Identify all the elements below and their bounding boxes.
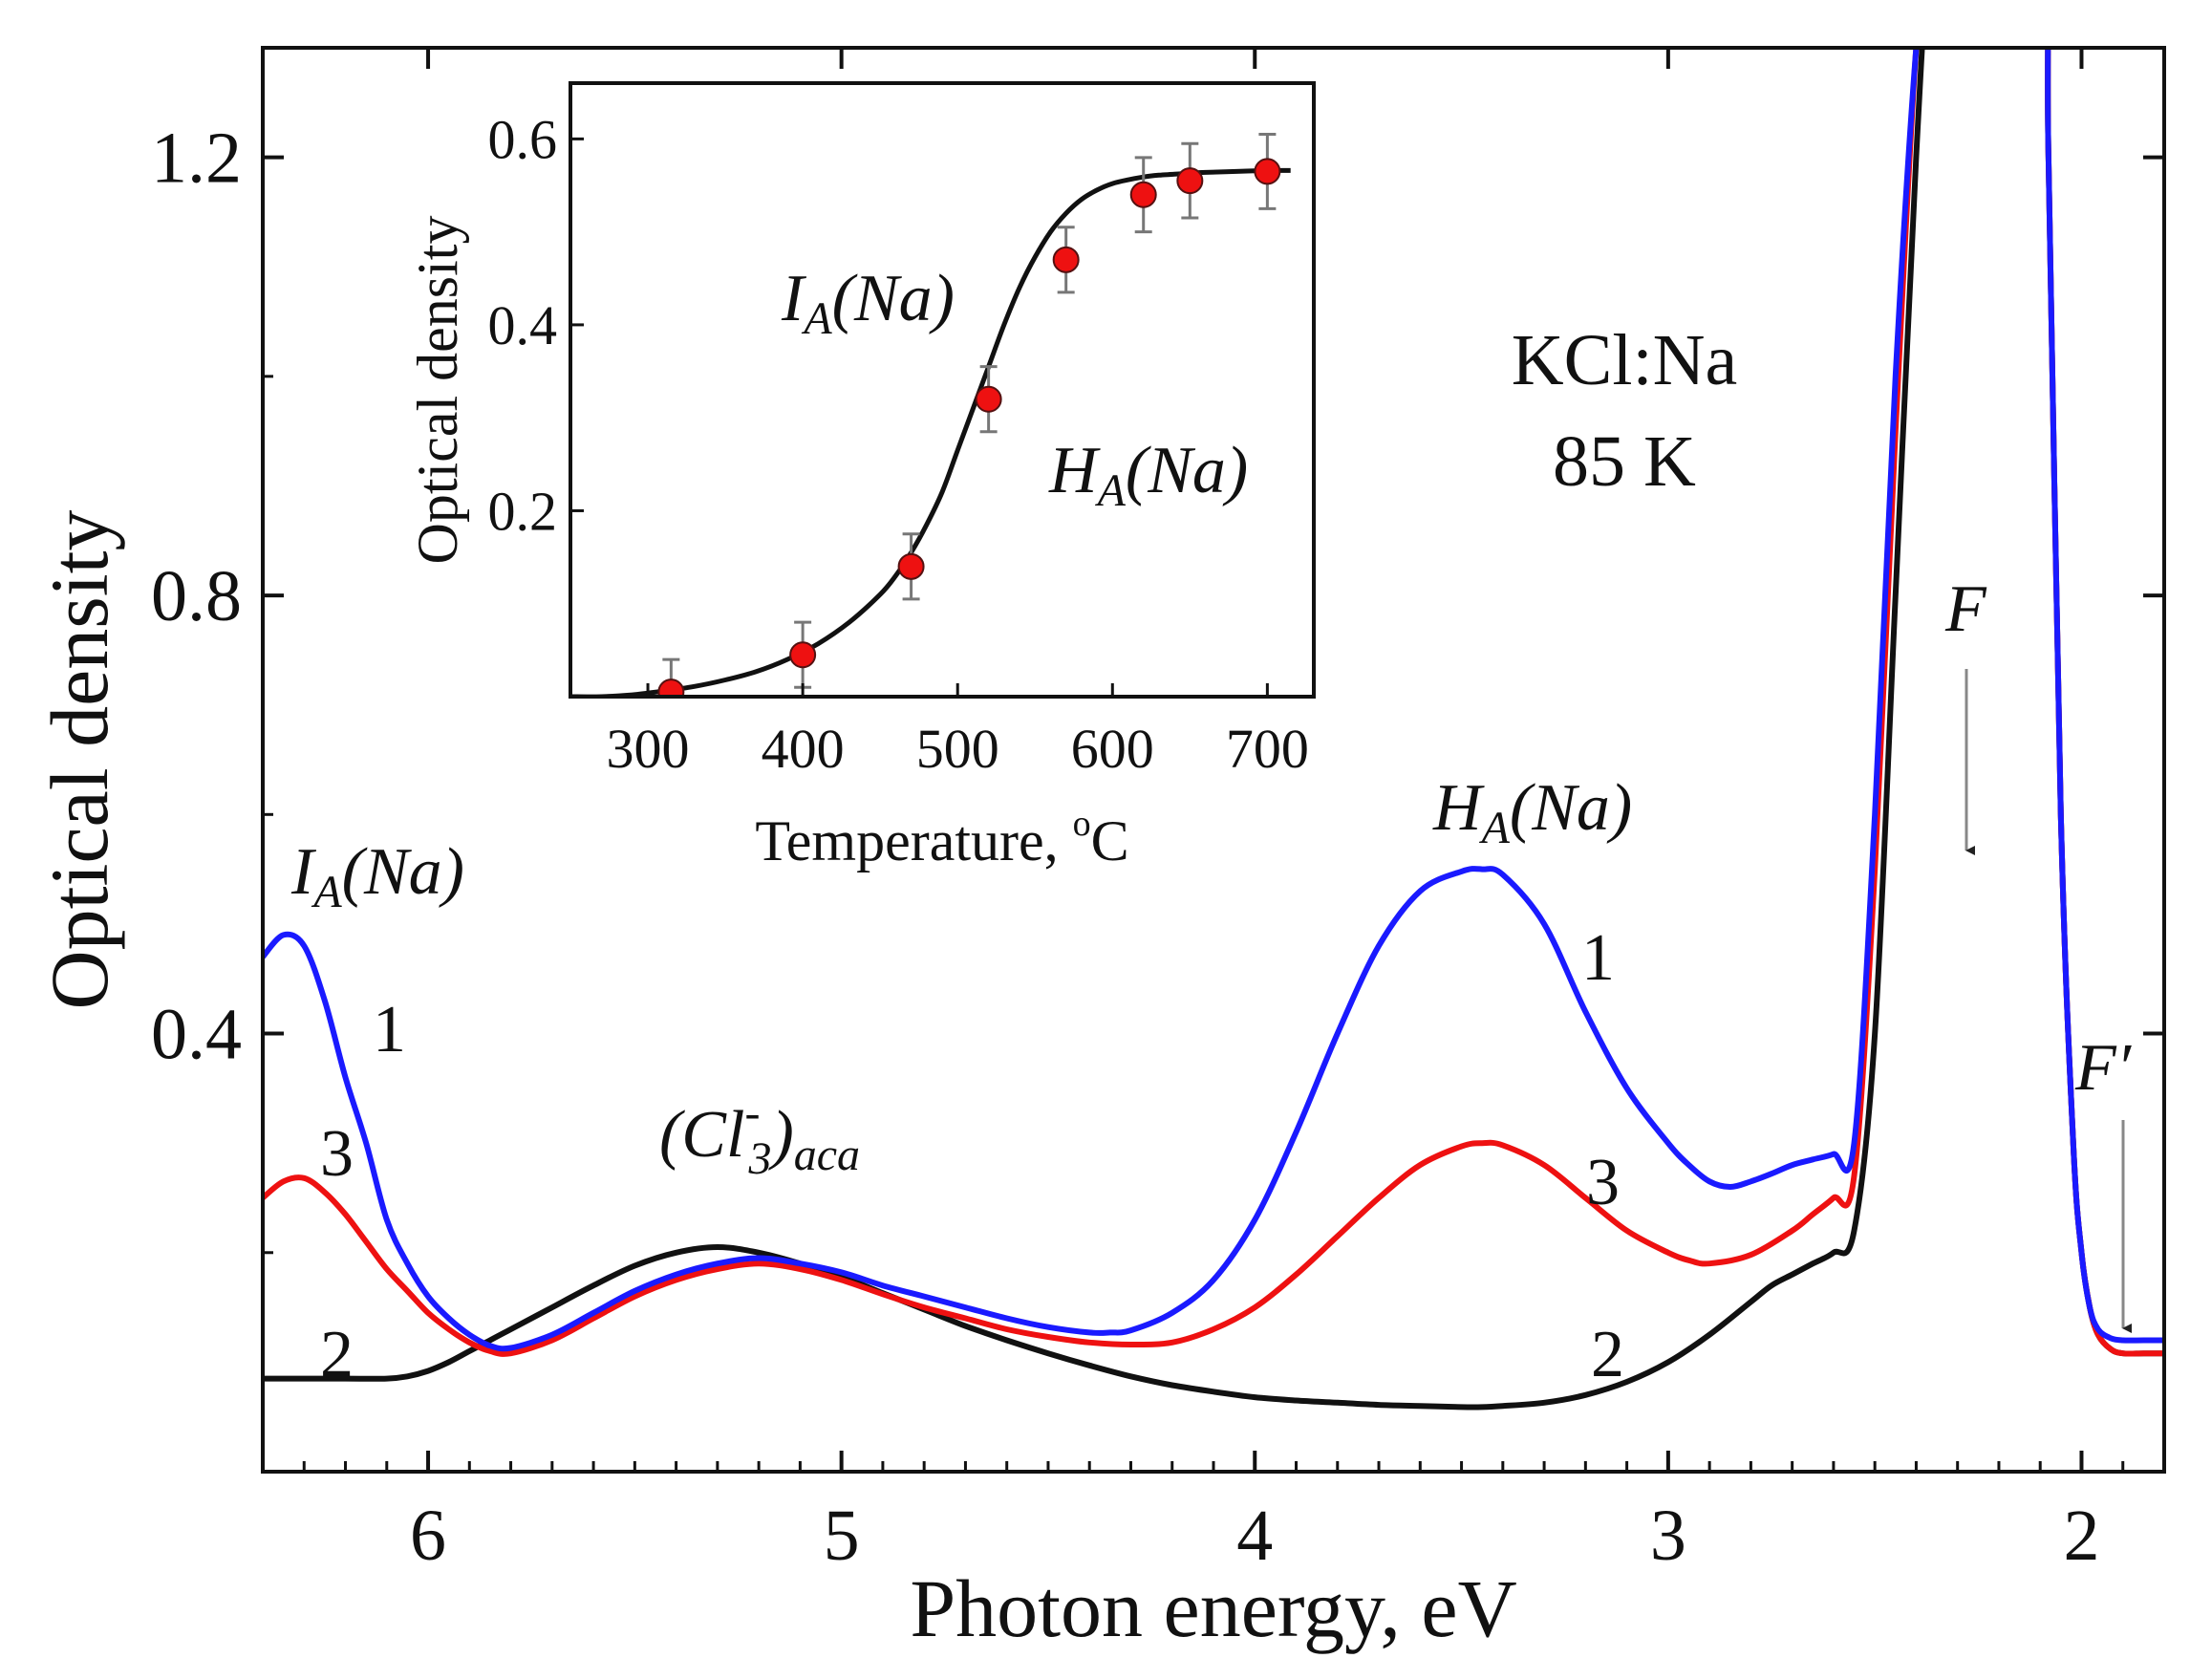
annotation-ia-na: IA(Na) (290, 835, 464, 917)
annotation-f: F (1944, 572, 1987, 646)
sample-label-line-1: KCl:Na (1512, 320, 1737, 400)
main-x-tick-label: 5 (824, 1496, 860, 1576)
annotation-cl3-aca: (Cl-3)aca (659, 1088, 860, 1184)
inset-data-point (975, 385, 1002, 413)
annotation-ia-tail: (Na) (342, 835, 464, 909)
annotation-f-prime: F′ (2074, 1031, 2133, 1105)
inset-ticks: 300 400 500 600 700 0.2 0.4 0.6 (488, 108, 1309, 780)
main-y-axis-label: Optical density (33, 509, 125, 1009)
curve-label-2-left: 2 (320, 1318, 354, 1391)
inset-annotation-ha-main: H (1048, 434, 1101, 507)
annotation-ia-main: I (290, 835, 317, 909)
main-x-tick-label: 4 (1236, 1496, 1273, 1576)
inset-x-tick-label: 300 (607, 718, 690, 780)
inset-y-tick-label: 0.2 (488, 480, 558, 542)
annotation-cl3-tail: ) (767, 1098, 793, 1172)
main-plot: 6 5 4 3 2 0.4 0.8 1.2 Photon energy, eV Optical… (33, 46, 2166, 1654)
inset-background (570, 83, 1314, 697)
inset-x-tick-label: 600 (1071, 718, 1154, 780)
main-x-tick-label: 2 (2063, 1496, 2099, 1576)
inset-data-point (1129, 181, 1157, 208)
curve-label-1-right: 1 (1581, 921, 1615, 995)
main-curves (263, 48, 2164, 1411)
annotation-cl3-main: (Cl (659, 1098, 744, 1172)
inset-annotation-ha-na: HA(Na) (1048, 434, 1248, 516)
annotation-ia-sub: A (311, 867, 342, 917)
main-ticks: 6 5 4 3 2 0.4 0.8 1.2 (151, 48, 2166, 1576)
main-x-tick-label: 3 (1650, 1496, 1686, 1576)
curve-label-1-left: 1 (373, 993, 406, 1066)
main-y-tick-label: 0.4 (151, 995, 242, 1075)
curve-label-3-right: 3 (1586, 1146, 1620, 1219)
inset-annotation-ia-sub: A (801, 293, 832, 344)
annotation-ha-na: HA(Na) (1432, 771, 1632, 853)
inset-plot: 300 400 500 600 700 0.2 0.4 0.6 Temperature, oC… (406, 81, 1316, 872)
inset-annotation-ia-tail: (Na) (832, 262, 955, 335)
inset-plot-frame (569, 81, 1316, 699)
main-y-tick-label: 1.2 (151, 118, 242, 199)
inset-x-axis-label: Temperature, oC (755, 804, 1128, 872)
sample-label-line-2: 85 K (1553, 421, 1696, 502)
inset-x-tick-label: 700 (1226, 718, 1309, 780)
curve-1 (263, 48, 2164, 1352)
annotation-cl3-sub: 3 (747, 1133, 771, 1184)
inset-data-point (1052, 246, 1080, 273)
inset-annotation-ia-main: I (781, 262, 807, 335)
annotation-ha-sub: A (1479, 803, 1511, 853)
inset-x-label-tail: C (1091, 809, 1129, 872)
main-y-tick-label: 0.8 (151, 556, 242, 636)
annotation-cl3-sup: - (744, 1088, 760, 1138)
inset-x-tick-label: 500 (916, 718, 999, 780)
inset-x-label-main: Temperature, (755, 809, 1072, 872)
inset-y-tick-label: 0.4 (488, 294, 558, 356)
main-x-tick-label: 6 (410, 1496, 446, 1576)
inset-annotation-ha-sub: A (1095, 465, 1127, 516)
inset-annotation-ia-na: IA(Na) (781, 262, 955, 344)
inset-y-tick-label: 0.6 (488, 108, 558, 170)
curve-label-2-right: 2 (1591, 1318, 1624, 1391)
inset-x-tick-label: 400 (762, 718, 845, 780)
annotation-ha-main: H (1432, 771, 1485, 845)
inset-data-point (789, 641, 817, 669)
inset-data-point (897, 552, 925, 580)
main-x-axis-label: Photon energy, eV (910, 1562, 1516, 1654)
inset-y-axis-label: Optical density (406, 216, 469, 565)
inset-data-point (1254, 158, 1281, 185)
inset-data-point (1176, 167, 1204, 195)
annotation-ha-tail: (Na) (1510, 771, 1632, 845)
inset-data-point (657, 678, 685, 697)
annotation-cl3-aca-sub: aca (794, 1130, 860, 1180)
inset-x-label-sup: o (1073, 804, 1091, 844)
inset-curves (570, 133, 1291, 697)
inset-annotation-ha-tail: (Na) (1126, 434, 1248, 507)
curve-label-3-left: 3 (320, 1117, 354, 1191)
